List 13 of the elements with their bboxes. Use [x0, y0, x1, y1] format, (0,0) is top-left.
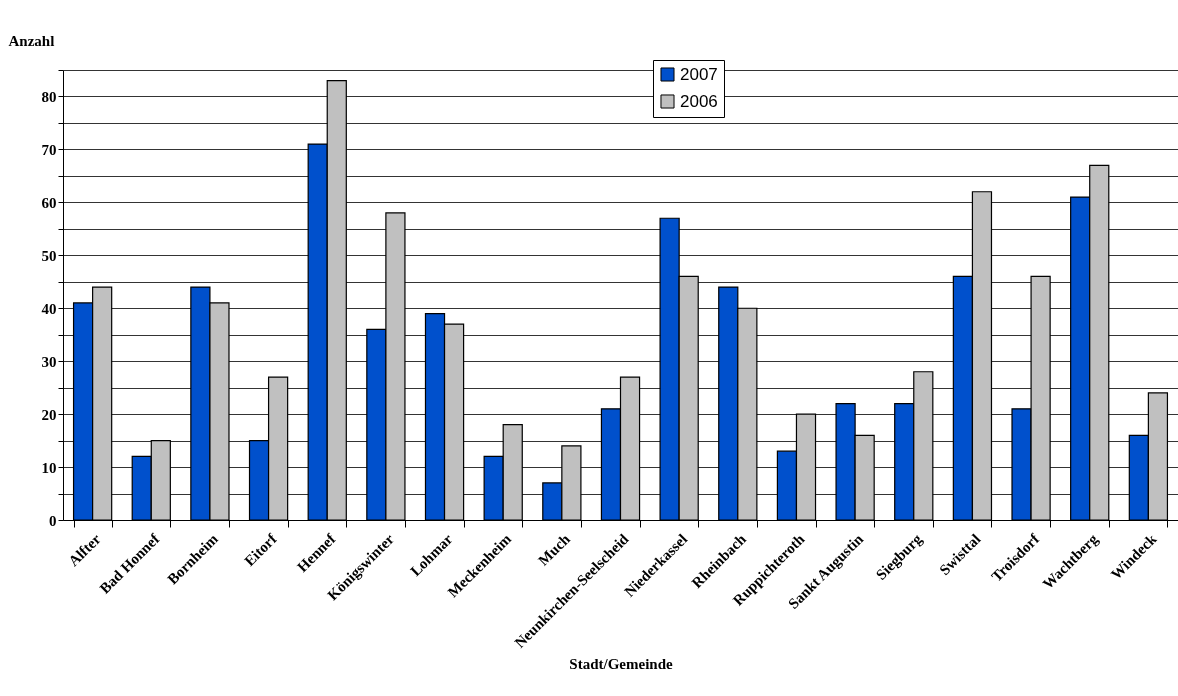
y-tick-label: 40	[41, 300, 57, 317]
y-tick-label: 0	[49, 512, 57, 529]
legend-label: 2006	[680, 91, 718, 111]
x-axis-title: Stadt/Gemeinde	[569, 655, 673, 672]
y-tick-label: 50	[41, 247, 57, 264]
y-axis-title: Anzahl	[8, 32, 55, 49]
y-tick-label: 60	[41, 194, 57, 211]
y-tick-label: 70	[41, 141, 57, 158]
y-tick-label: 30	[41, 353, 57, 370]
y-tick-label: 10	[41, 459, 57, 476]
legend-label: 2007	[680, 64, 718, 84]
y-tick-label: 20	[41, 406, 57, 423]
y-tick-label: 80	[41, 88, 57, 105]
